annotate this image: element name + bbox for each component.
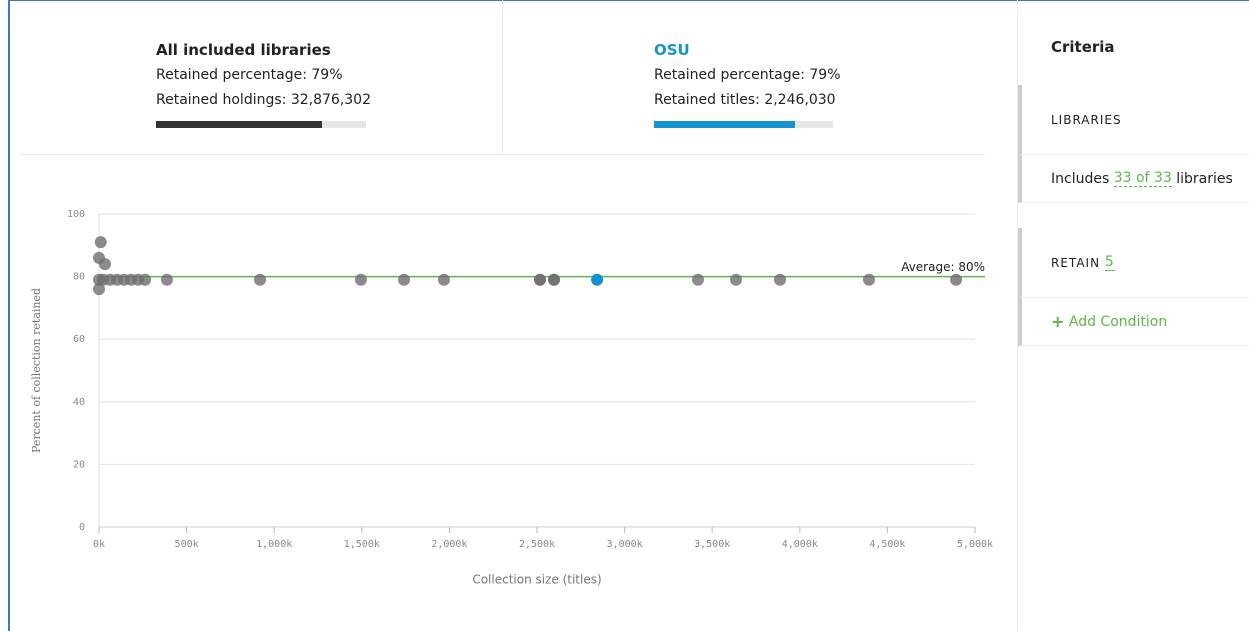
x-tick-label: 1,500k: [344, 539, 380, 550]
data-point: [139, 273, 152, 286]
data-point: [160, 273, 173, 286]
data-point: [98, 258, 111, 271]
value: 32,876,302: [290, 92, 371, 108]
data-point: [437, 273, 450, 286]
data-point: [254, 273, 267, 286]
x-tick-label: 4,000k: [782, 539, 818, 550]
data-point: [950, 273, 963, 286]
x-tick-label: 0k: [93, 539, 105, 550]
section-heading: LIBRARIES: [1018, 85, 1249, 155]
data-point: [533, 273, 546, 286]
data-point: [591, 273, 604, 286]
link[interactable]: 33 of 33: [1113, 170, 1172, 187]
criteria-row: Includes 33 of 33 libraries: [1018, 155, 1249, 203]
progress-fill: [156, 121, 322, 128]
summary-title: All included libraries: [156, 41, 331, 59]
value: 79%: [311, 67, 343, 83]
progress-track: [654, 121, 833, 128]
x-tick-label: 2,500k: [519, 539, 555, 550]
data-point: [730, 273, 743, 286]
x-tick-label: 3,500k: [694, 539, 730, 550]
label: Retained percentage:: [156, 67, 307, 83]
text: libraries: [1176, 170, 1233, 187]
y-tick-label: 40: [73, 397, 85, 408]
text[interactable]: Add Condition: [1068, 313, 1168, 330]
divider: [502, 0, 503, 154]
label: Retained percentage:: [654, 67, 805, 83]
x-tick-label: 3,000k: [607, 539, 643, 550]
data-point: [774, 273, 787, 286]
summary-title: OSU: [654, 41, 690, 59]
x-tick-label: 500k: [175, 539, 199, 550]
heading: RETAIN: [1051, 255, 1101, 270]
chart: 0 20 40 60 80 100 0k 500k 1,000k 1,500k 2,000k 2,50…: [30, 209, 993, 587]
y-tick-label: 80: [73, 272, 85, 283]
y-axis-label: Percent of collection retained: [30, 288, 43, 453]
plus-icon: +: [1051, 312, 1065, 331]
label: Retained holdings:: [156, 92, 287, 108]
y-tick-label: 60: [73, 334, 85, 345]
add-condition[interactable]: + Add Condition: [1018, 298, 1249, 346]
y-tick-label: 0: [79, 522, 85, 533]
x-tick-label: 1,000k: [256, 539, 292, 550]
link[interactable]: 5: [1104, 254, 1115, 271]
x-tick-label: 2,000k: [431, 539, 467, 550]
data-point: [692, 273, 705, 286]
divider: [20, 154, 985, 155]
text: Includes: [1051, 170, 1110, 187]
summary-line: Retained holdings: 32,876,302: [156, 88, 371, 113]
value: 2,246,030: [764, 92, 836, 108]
data-point: [354, 273, 367, 286]
data-point: [398, 273, 411, 286]
data-point: [547, 273, 560, 286]
frame: [8, 0, 1249, 631]
average-label: Average: 80%: [901, 260, 985, 274]
x-tick-label: 4,500k: [869, 539, 905, 550]
data-point: [94, 236, 107, 249]
progress-track: [156, 121, 366, 128]
x-axis-label: Collection size (titles): [472, 573, 601, 587]
progress-fill: [654, 121, 796, 128]
data-point: [863, 273, 876, 286]
value: 79%: [809, 67, 841, 83]
x-tick-label: 5,000k: [957, 539, 993, 550]
section-heading: RETAIN 5: [1018, 228, 1249, 298]
y-tick-label: 20: [73, 459, 85, 470]
sidebar: Criteria LIBRARIES Includes 33 of 33 lib…: [1017, 0, 1249, 631]
heading: LIBRARIES: [1051, 112, 1122, 127]
summary-osu: OSU Retained percentage: 79% Retained ti…: [654, 38, 841, 128]
label: Retained titles:: [654, 92, 760, 108]
summary-line: Retained percentage: 79%: [156, 63, 371, 88]
summary-all: All included libraries Retained percenta…: [156, 38, 371, 128]
summary-line: Retained percentage: 79%: [654, 63, 841, 88]
sidebar-title: Criteria: [1051, 38, 1115, 56]
summary-line: Retained titles: 2,246,030: [654, 88, 841, 113]
data-point: [93, 283, 105, 296]
y-tick-label: 100: [67, 209, 85, 220]
